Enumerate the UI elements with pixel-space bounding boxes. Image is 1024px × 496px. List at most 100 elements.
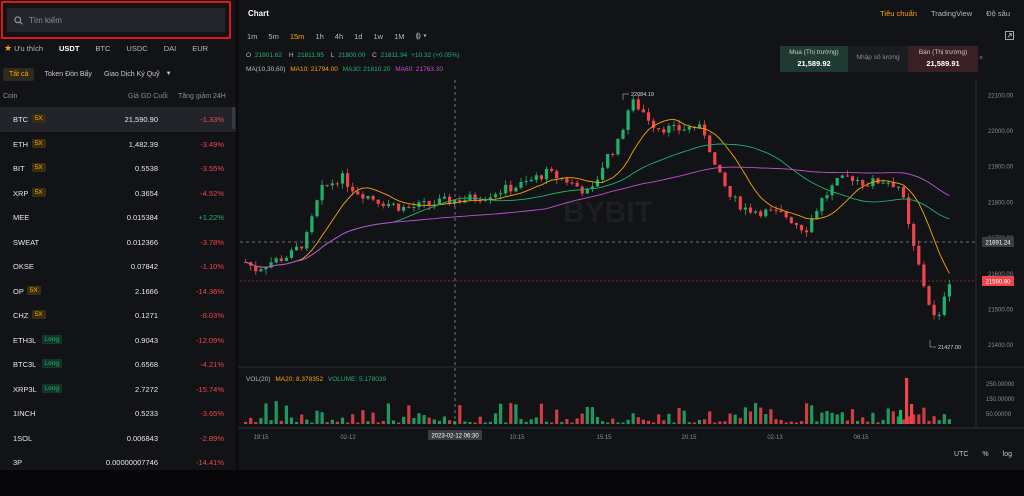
volume-bar (351, 414, 355, 424)
tab-favorites[interactable]: ★ Ưu thích (4, 43, 43, 54)
volume-bar (606, 422, 610, 424)
tab-btc[interactable]: BTC (95, 44, 110, 53)
interval-1m[interactable]: 1m (247, 31, 258, 41)
coin-change: -8.03% (200, 311, 224, 320)
volume-bar (529, 419, 533, 424)
interval-15m[interactable]: 15m (289, 31, 305, 41)
interval-4h[interactable]: 4h (334, 31, 344, 41)
scrollbar-thumb[interactable] (232, 107, 235, 129)
view-depth[interactable]: Độ sâu (986, 9, 1010, 18)
coin-row[interactable]: CHZ 5X 0.1271 -8.03% (0, 303, 236, 328)
coin-row[interactable]: ETH 5X 1,482.39 -3.49% (0, 132, 236, 157)
coin-symbol: 1INCH (13, 409, 36, 418)
last-price-label: 21590.90 (985, 280, 1011, 286)
coin-row[interactable]: 3P 0.00000007746 -14.41% (0, 450, 236, 475)
coin-price: 0.07842 (130, 262, 158, 271)
candle-body (529, 179, 533, 182)
coin-change: -3.65% (200, 409, 224, 418)
tab-eur[interactable]: EUR (192, 44, 208, 53)
interval-1d[interactable]: 1d (354, 31, 363, 41)
candle-body (677, 125, 681, 131)
subtab-margin-trading[interactable]: Giao Dịch Ký Quỹ (103, 70, 160, 78)
candlestick-chart[interactable]: BYBIT22100.0022000.0021900.0021800.00217… (238, 0, 1024, 470)
time-tick-label: 06:15 (853, 435, 869, 441)
tab-dai[interactable]: DAI (164, 44, 177, 53)
subtab-leverage-tokens[interactable]: Token Đòn Bẩy (44, 70, 92, 78)
quick-order-box: Mua (Thị trường) 21,589.92 Nhập số lượng… (780, 46, 978, 72)
candle-body (524, 181, 528, 183)
candle-body (631, 99, 635, 111)
watermark-logo: BYBIT (563, 196, 653, 229)
market-sell-button[interactable]: Bán (Thị trường) 21,589.91 (908, 46, 978, 72)
close-icon[interactable]: × (979, 55, 984, 62)
col-change[interactable]: Tăng giảm 24H (178, 93, 226, 100)
tab-label: USDT (59, 43, 80, 53)
market-buy-button[interactable]: Mua (Thị trường) 21,589.92 (780, 46, 848, 72)
volume-bar (621, 422, 625, 424)
volume-bar (483, 422, 487, 424)
interval-1w[interactable]: 1w (373, 31, 384, 41)
coin-row[interactable]: MEE 0.015384 +1.22% (0, 205, 236, 230)
candle-body (687, 126, 691, 130)
close-label: C (372, 52, 377, 59)
coin-row[interactable]: 1INCH 0.5233 -3.65% (0, 401, 236, 426)
search-input[interactable] (29, 15, 209, 25)
coin-price: 21,590.90 (124, 115, 158, 124)
percent-button[interactable]: % (982, 451, 989, 458)
coin-row[interactable]: OKSE 0.07842 -1.10% (0, 254, 236, 279)
coin-row[interactable]: XRP3L Long 2.7272 -15.74% (0, 377, 236, 402)
candle-body (718, 164, 722, 173)
utc-button[interactable]: UTC (954, 451, 969, 458)
view-tradingview[interactable]: TradingView (930, 9, 973, 18)
candle-body (269, 262, 273, 268)
tab-usdt[interactable]: USDT (59, 44, 79, 53)
col-last-price[interactable]: Giá GD Cuối (128, 93, 168, 100)
candle-body (381, 203, 385, 207)
volume-bar (662, 420, 666, 424)
candle-body (468, 194, 472, 201)
volume-bar (641, 419, 645, 424)
candle-body (264, 267, 268, 270)
coin-row[interactable]: ETH3L Long 0.9043 -12.09% (0, 328, 236, 353)
tab-usdc[interactable]: USDC (126, 44, 147, 53)
indicator-icon[interactable]: ⟬⟭ ▾ (415, 31, 427, 40)
sub-tabs: Tất cả Token Đòn Bẩy Giao Dịch Ký Quỹ ▼ (3, 66, 172, 82)
view-standard[interactable]: Tiêu chuẩn (880, 9, 917, 18)
chevron-down-icon[interactable]: ▼ (165, 71, 172, 77)
leverage-badge: Long (41, 359, 62, 368)
volume-bar (335, 421, 339, 424)
coin-change: -3.49% (200, 139, 224, 149)
coin-row[interactable]: SWEAT 0.012366 -3.78% (0, 230, 236, 255)
coin-row[interactable]: 1SOL 0.006843 -2.89% (0, 426, 236, 451)
quantity-input[interactable]: Nhập số lượng (848, 46, 908, 72)
candle-body (315, 200, 319, 217)
candle-body (907, 197, 911, 225)
coin-row[interactable]: BTC 5X 21,590.90 -1.33% (0, 107, 236, 132)
log-button[interactable]: log (1002, 451, 1012, 458)
coin-symbol: BTC3L (13, 360, 37, 369)
interval-1M[interactable]: 1M (394, 31, 405, 41)
volume-bar (922, 407, 926, 424)
candle-body (493, 194, 498, 198)
candle-body (937, 314, 941, 316)
volume-bar (381, 420, 385, 424)
candle-body (550, 168, 554, 172)
interval-5m[interactable]: 5m (268, 31, 279, 41)
coin-price: 0.015384 (126, 213, 158, 222)
coin-row[interactable]: BIT 5X 0.5538 -3.55% (0, 156, 236, 181)
candle-body (555, 171, 559, 179)
volume-readout: VOL(20) MA20: 8.378352 VOLUME: 5.178039 (246, 376, 386, 383)
interval-1h[interactable]: 1h (315, 31, 324, 41)
coin-row[interactable]: BTC3L Long 0.6568 -4.21% (0, 352, 236, 377)
search-box[interactable] (7, 8, 225, 32)
subtab-all[interactable]: Tất cả (3, 67, 35, 81)
col-coin[interactable]: Coin (3, 93, 18, 100)
coin-row[interactable]: OP 5X 2.1666 -14.36% (0, 279, 236, 304)
fullscreen-icon[interactable] (1005, 31, 1014, 40)
candle-body (748, 207, 753, 213)
candle-body (519, 181, 523, 188)
coin-row[interactable]: XRP 5X 0.3654 -4.52% (0, 181, 236, 206)
chart-view-tabs: Tiêu chuẩn TradingView Độ sâu (866, 9, 1010, 18)
volume-bar (866, 421, 870, 424)
volume-bar (835, 414, 839, 424)
